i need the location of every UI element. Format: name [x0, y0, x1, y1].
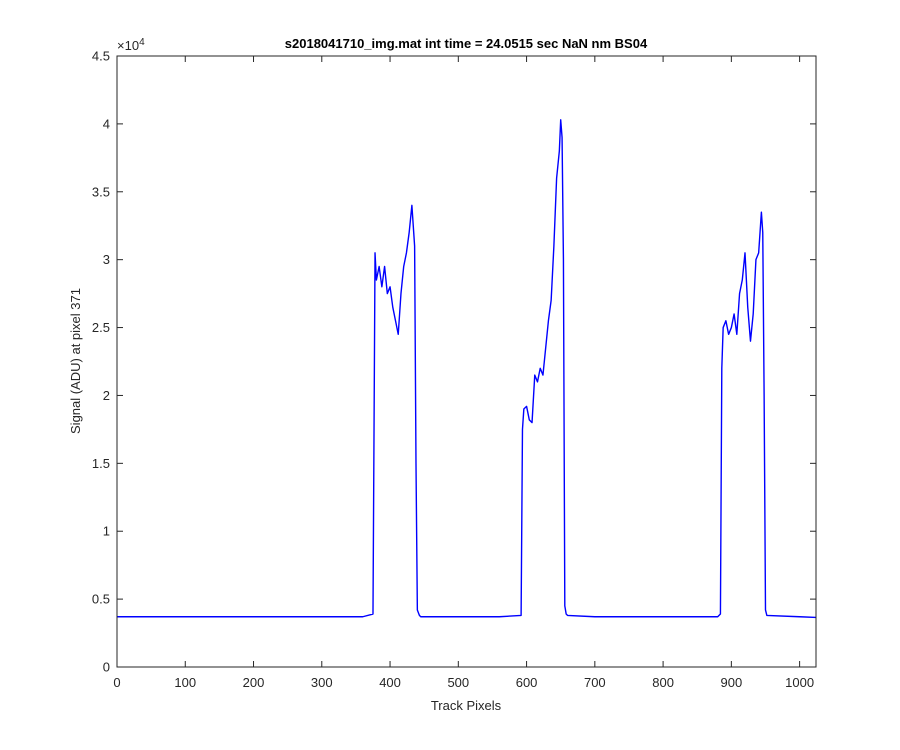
y-tick-label: 2: [103, 388, 110, 403]
x-tick-label: 700: [584, 675, 606, 690]
x-tick-label: 800: [652, 675, 674, 690]
x-tick-label: 1000: [785, 675, 814, 690]
y-tick-label: 4: [103, 116, 110, 131]
y-tick-label: 0.5: [92, 592, 110, 607]
chart-title: s2018041710_img.mat int time = 24.0515 s…: [285, 36, 648, 51]
x-tick-label: 100: [174, 675, 196, 690]
y-tick-label: 3.5: [92, 184, 110, 199]
y-tick-label: 3: [103, 252, 110, 267]
x-tick-label: 300: [311, 675, 333, 690]
tick-layer: 0 100 200 300 400 500 600 700 800 900 1000 0 0.5 1 1.5…: [92, 49, 816, 690]
y-exponent-multiplier: ×104: [117, 37, 145, 53]
y-tick-label: 4.5: [92, 49, 110, 64]
x-tick-label: 500: [447, 675, 469, 690]
y-exponent-power: 4: [139, 37, 145, 48]
x-tick-label: 200: [243, 675, 265, 690]
plot-frame: [116, 55, 817, 668]
x-tick-label: 400: [379, 675, 401, 690]
series-layer: [117, 119, 817, 619]
y-axis-label: Signal (ADU) at pixel 371: [68, 288, 83, 434]
x-tick-label: 900: [721, 675, 743, 690]
plot-background: [117, 56, 816, 667]
x-tick-label: 600: [516, 675, 538, 690]
x-tick-label: 0: [113, 675, 120, 690]
signal-series-line: [117, 119, 817, 619]
y-exponent-base: ×10: [117, 38, 139, 53]
y-tick-label: 1.5: [92, 456, 110, 471]
y-tick-label: 0: [103, 660, 110, 675]
y-tick-label: 1: [103, 524, 110, 539]
x-axis-label: Track Pixels: [431, 698, 502, 713]
y-tick-label: 2.5: [92, 320, 110, 335]
